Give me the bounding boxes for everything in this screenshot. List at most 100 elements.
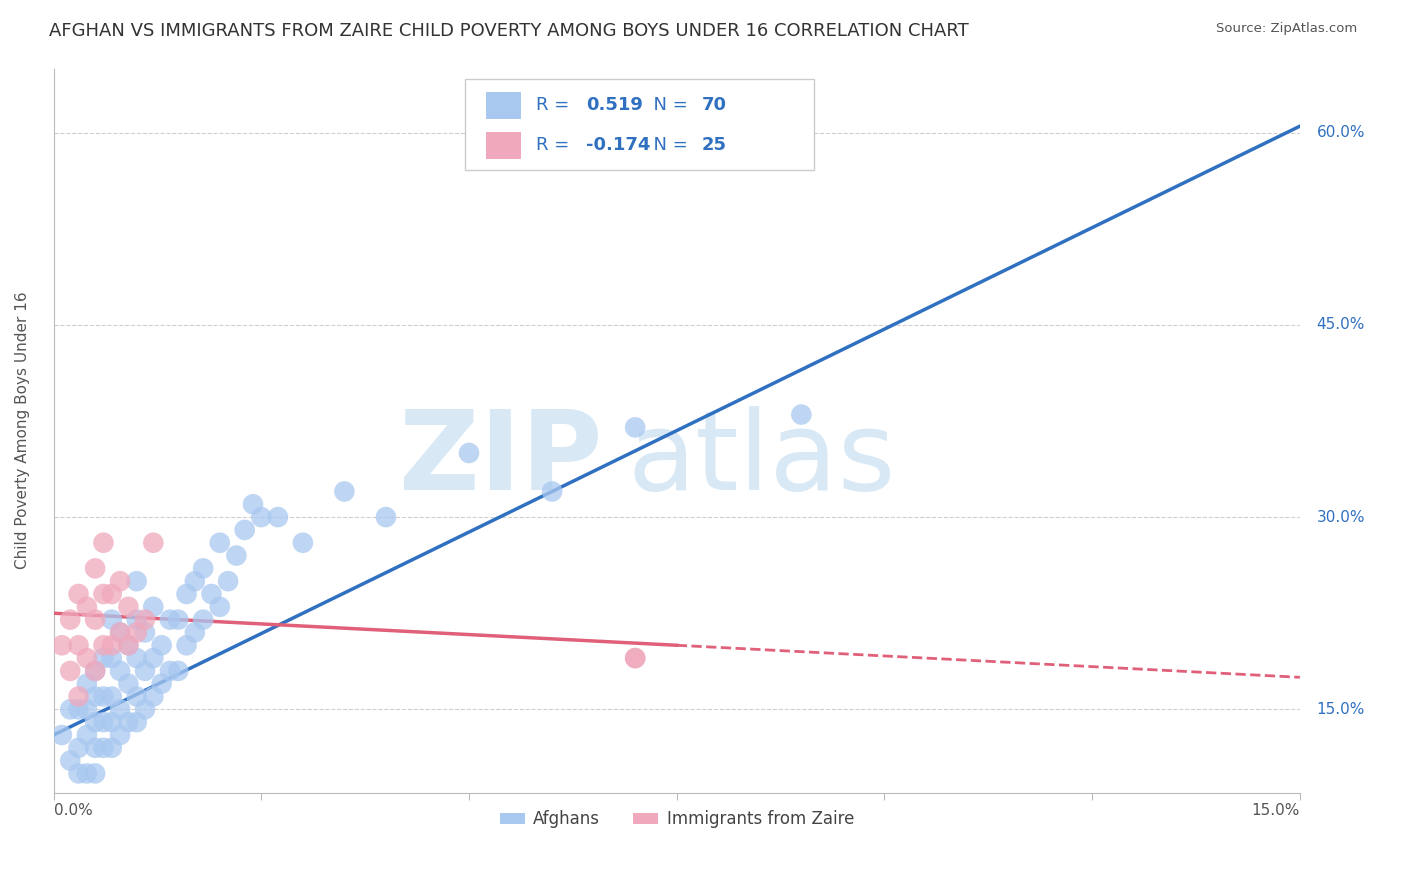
- Point: [184, 574, 207, 589]
- Point: [458, 446, 481, 460]
- Point: [67, 690, 90, 704]
- Point: [84, 561, 107, 575]
- Text: AFGHAN VS IMMIGRANTS FROM ZAIRE CHILD POVERTY AMONG BOYS UNDER 16 CORRELATION CH: AFGHAN VS IMMIGRANTS FROM ZAIRE CHILD PO…: [49, 22, 969, 40]
- Point: [208, 535, 231, 549]
- Point: [125, 651, 148, 665]
- Text: 25: 25: [702, 136, 727, 154]
- Point: [59, 664, 82, 678]
- Point: [76, 676, 98, 690]
- Point: [624, 651, 647, 665]
- Point: [125, 715, 148, 730]
- Point: [76, 651, 98, 665]
- Point: [167, 613, 190, 627]
- Point: [100, 587, 122, 601]
- Point: [76, 702, 98, 716]
- Text: 15.0%: 15.0%: [1316, 702, 1365, 717]
- Point: [84, 664, 107, 678]
- Point: [108, 625, 131, 640]
- Point: [142, 651, 165, 665]
- Point: [93, 535, 115, 549]
- Point: [267, 510, 290, 524]
- Point: [790, 408, 813, 422]
- Point: [225, 549, 247, 563]
- Point: [67, 766, 90, 780]
- Point: [117, 638, 139, 652]
- Point: [108, 664, 131, 678]
- Point: [374, 510, 396, 524]
- Bar: [486, 131, 522, 159]
- Point: [159, 664, 181, 678]
- Text: R =: R =: [536, 136, 575, 154]
- Point: [125, 574, 148, 589]
- Point: [242, 497, 264, 511]
- Point: [93, 651, 115, 665]
- Point: [233, 523, 256, 537]
- Point: [93, 690, 115, 704]
- Point: [93, 715, 115, 730]
- Point: [125, 613, 148, 627]
- Point: [191, 561, 214, 575]
- Text: atlas: atlas: [627, 406, 896, 513]
- Point: [84, 664, 107, 678]
- Point: [117, 715, 139, 730]
- Point: [125, 625, 148, 640]
- Legend: Afghans, Immigrants from Zaire: Afghans, Immigrants from Zaire: [494, 804, 860, 835]
- Point: [108, 574, 131, 589]
- Point: [250, 510, 273, 524]
- Point: [67, 740, 90, 755]
- Point: [176, 587, 198, 601]
- Point: [208, 599, 231, 614]
- Point: [67, 702, 90, 716]
- Point: [100, 613, 122, 627]
- Point: [176, 638, 198, 652]
- Point: [84, 740, 107, 755]
- Point: [134, 702, 156, 716]
- Point: [333, 484, 356, 499]
- Point: [624, 420, 647, 434]
- Text: 15.0%: 15.0%: [1251, 803, 1301, 818]
- Text: 70: 70: [702, 96, 727, 114]
- Point: [100, 740, 122, 755]
- Point: [76, 766, 98, 780]
- Point: [134, 613, 156, 627]
- Text: -0.174: -0.174: [586, 136, 650, 154]
- Point: [59, 754, 82, 768]
- Point: [117, 638, 139, 652]
- Point: [108, 728, 131, 742]
- Point: [217, 574, 239, 589]
- Point: [67, 587, 90, 601]
- Y-axis label: Child Poverty Among Boys Under 16: Child Poverty Among Boys Under 16: [15, 292, 30, 569]
- Point: [150, 676, 173, 690]
- Point: [100, 651, 122, 665]
- Point: [200, 587, 222, 601]
- Point: [100, 715, 122, 730]
- Text: N =: N =: [641, 96, 693, 114]
- Text: N =: N =: [641, 136, 693, 154]
- Point: [84, 690, 107, 704]
- Text: 0.0%: 0.0%: [53, 803, 93, 818]
- Text: R =: R =: [536, 96, 575, 114]
- Point: [67, 638, 90, 652]
- Point: [184, 625, 207, 640]
- Point: [76, 599, 98, 614]
- Point: [142, 690, 165, 704]
- Point: [624, 651, 647, 665]
- Point: [84, 715, 107, 730]
- Text: 45.0%: 45.0%: [1316, 318, 1365, 333]
- Point: [134, 625, 156, 640]
- Text: Source: ZipAtlas.com: Source: ZipAtlas.com: [1216, 22, 1357, 36]
- Point: [291, 535, 314, 549]
- Point: [191, 613, 214, 627]
- Point: [108, 702, 131, 716]
- Point: [84, 613, 107, 627]
- Text: ZIP: ZIP: [398, 406, 602, 513]
- Point: [59, 613, 82, 627]
- Point: [100, 638, 122, 652]
- Point: [59, 702, 82, 716]
- Text: 30.0%: 30.0%: [1316, 509, 1365, 524]
- Point: [76, 728, 98, 742]
- Point: [117, 676, 139, 690]
- Point: [51, 728, 73, 742]
- Point: [100, 690, 122, 704]
- FancyBboxPatch shape: [465, 79, 814, 169]
